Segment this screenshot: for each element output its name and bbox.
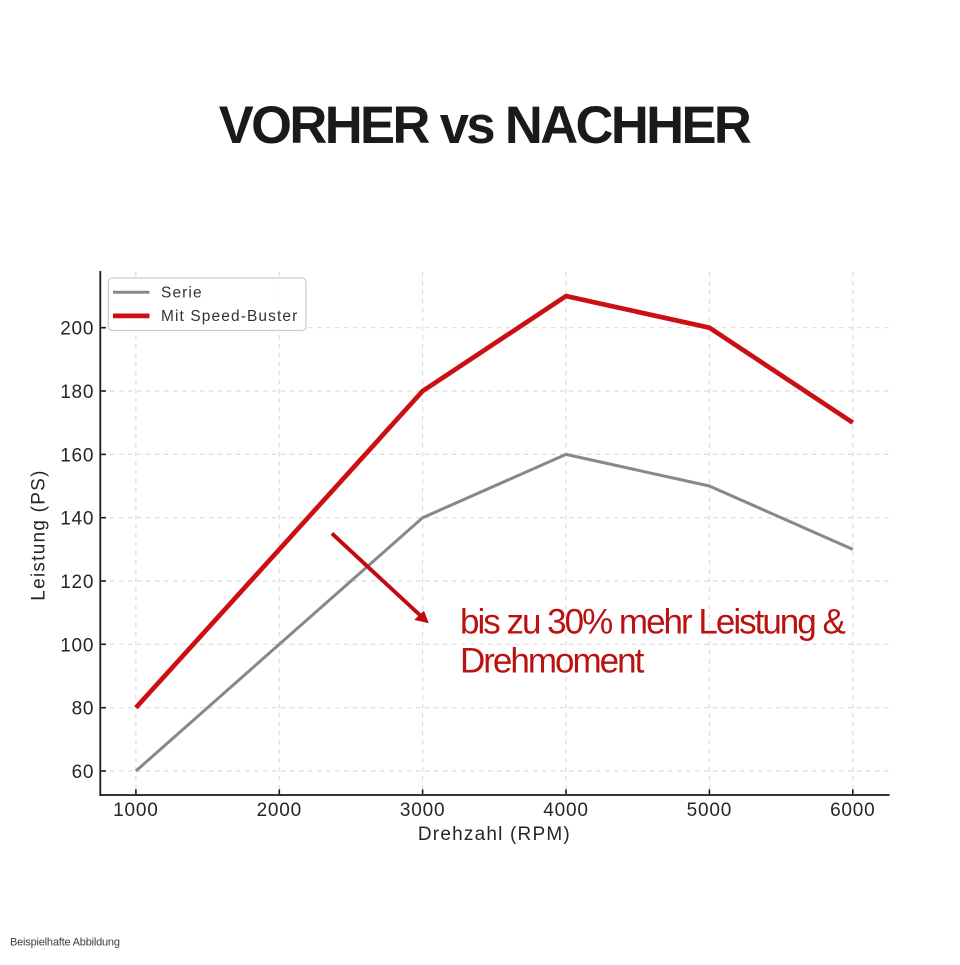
svg-text:120: 120 [60,572,94,593]
svg-text:6000: 6000 [830,800,875,821]
svg-text:140: 140 [60,509,94,530]
svg-text:1000: 1000 [113,800,158,821]
svg-text:100: 100 [60,635,94,656]
svg-text:4000: 4000 [543,800,588,821]
svg-text:80: 80 [72,699,95,720]
svg-text:bis zu 30% mehr Leistung &: bis zu 30% mehr Leistung & [460,603,845,642]
svg-text:180: 180 [60,382,94,403]
svg-text:Drehzahl (RPM): Drehzahl (RPM) [418,824,571,845]
svg-text:200: 200 [60,319,94,340]
svg-text:Beispielhafte Abbildung: Beispielhafte Abbildung [10,937,120,949]
svg-text:160: 160 [60,445,94,466]
svg-text:Mit Speed-Buster: Mit Speed-Buster [161,308,298,325]
svg-text:Leistung (PS): Leistung (PS) [29,469,50,600]
svg-text:Drehmoment: Drehmoment [460,642,645,681]
svg-text:3000: 3000 [400,800,445,821]
svg-text:60: 60 [72,762,95,783]
svg-text:VORHER vs NACHHER: VORHER vs NACHHER [219,96,751,155]
svg-text:5000: 5000 [687,800,732,821]
svg-text:2000: 2000 [257,800,302,821]
svg-text:Serie: Serie [161,285,203,302]
